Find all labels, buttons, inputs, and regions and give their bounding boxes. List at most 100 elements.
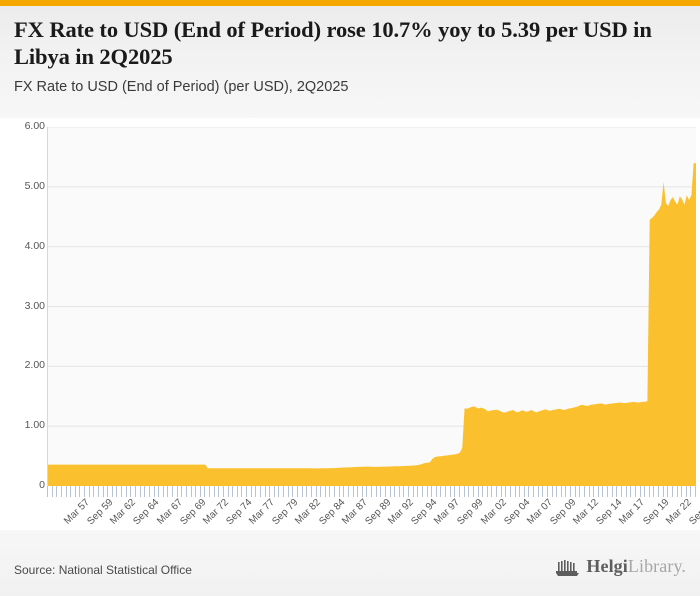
x-axis-tick (408, 486, 409, 497)
x-axis-tick-label: Sep 84 (316, 497, 348, 528)
x-axis-tick (472, 486, 474, 497)
y-axis-tick-label: 6.00 (24, 120, 45, 132)
x-axis-tick (195, 486, 197, 497)
x-axis-tick (232, 486, 234, 497)
x-axis-tick (630, 486, 632, 497)
x-axis-tick (343, 486, 345, 497)
x-axis-tick (296, 486, 298, 497)
x-axis-tick (269, 486, 271, 497)
x-axis-tick (496, 486, 497, 497)
x-axis-ticks (47, 486, 696, 497)
x-axis-tick (222, 486, 224, 497)
x-axis-tick (60, 486, 62, 497)
x-axis-tick (255, 486, 257, 497)
y-axis-tick-label: 2.00 (24, 359, 45, 372)
x-axis-tick (97, 486, 99, 497)
x-axis-tick (676, 486, 678, 497)
x-axis-tick (685, 486, 687, 497)
x-axis-tick (278, 486, 280, 497)
library-building-icon (556, 559, 580, 576)
x-axis-tick (153, 486, 155, 497)
x-axis-tick (546, 486, 548, 497)
x-axis-tick (570, 486, 571, 497)
x-axis-tick (560, 486, 562, 497)
x-axis-tick (690, 486, 692, 497)
y-axis-tick-label: 3.00 (24, 299, 45, 312)
x-axis-tick (421, 486, 423, 497)
x-axis-tick (445, 486, 447, 497)
x-axis-tick (667, 486, 669, 497)
brand-name-light: Library. (627, 556, 686, 576)
x-axis-tick (181, 486, 183, 497)
x-axis-tick (218, 486, 220, 497)
x-axis-tick (556, 486, 558, 497)
x-axis-tick-label: Sep 64 (131, 497, 162, 528)
x-axis-tick (537, 486, 539, 497)
y-axis-tick-label: 0 (39, 479, 45, 491)
x-axis-tick (250, 486, 252, 497)
x-axis-tick (185, 486, 187, 497)
chart-subtitle: FX Rate to USD (End of Period) (per USD)… (14, 79, 349, 95)
x-axis-tick (199, 486, 201, 497)
x-axis-tick (70, 486, 72, 497)
x-axis-tick (329, 486, 331, 497)
x-axis-tick (449, 486, 451, 497)
x-axis-tick (440, 486, 442, 497)
x-axis-tick (116, 486, 118, 497)
page-title: FX Rate to USD (End of Period) rose 10.7… (14, 17, 652, 69)
x-axis-tick (74, 486, 76, 497)
x-axis-tick (602, 486, 604, 497)
source-note: Source: National Statistical Office (14, 563, 192, 577)
x-axis-tick (403, 486, 405, 497)
x-axis-tick (551, 486, 553, 497)
x-axis-tick (648, 486, 650, 497)
x-axis-tick (426, 486, 428, 497)
x-axis-tick (283, 486, 285, 497)
x-axis-tick (458, 486, 460, 497)
x-axis-tick (491, 486, 493, 497)
x-axis-tick (658, 486, 659, 497)
x-axis-tick (384, 486, 386, 497)
chart-header: FX Rate to USD (End of Period) rose 10.7… (0, 6, 700, 118)
x-axis-tick (301, 486, 303, 497)
x-axis-tick (597, 486, 599, 497)
x-axis-tick (435, 486, 437, 497)
x-axis-tick (334, 486, 335, 497)
x-axis-tick (259, 486, 261, 497)
x-axis-tick (338, 486, 340, 497)
x-axis-tick (671, 486, 673, 497)
area-series-svg (48, 127, 696, 486)
x-axis-tick (482, 486, 484, 497)
x-axis-tick (662, 486, 664, 497)
x-axis-tick (79, 486, 81, 497)
x-axis-tick (158, 486, 160, 497)
x-axis-tick (583, 486, 585, 497)
x-axis-tick (315, 486, 317, 497)
x-axis-tick (528, 486, 530, 497)
x-axis-tick (574, 486, 576, 497)
x-axis-tick (241, 486, 243, 497)
x-axis-tick (634, 486, 636, 497)
x-axis-tick (607, 486, 609, 497)
helgi-library-logo[interactable]: HelgiLibrary. (555, 556, 686, 577)
x-axis-tick (144, 486, 146, 497)
x-axis-tick (417, 486, 419, 497)
x-axis-tick (324, 486, 326, 497)
x-axis-tick (431, 486, 433, 497)
x-axis-tick (505, 486, 507, 497)
x-axis-tick (204, 486, 206, 497)
x-axis-tick (292, 486, 294, 497)
x-axis-tick (639, 486, 641, 497)
plot-area (47, 127, 696, 486)
x-axis-tick (514, 486, 516, 497)
x-axis-tick (523, 486, 525, 497)
x-axis-tick (412, 486, 414, 497)
x-axis-tick (102, 486, 104, 497)
area-series-path (48, 162, 696, 486)
x-axis-tick (273, 486, 275, 497)
x-axis-tick-label: Sep 19 (640, 497, 672, 528)
x-axis-tick (246, 486, 247, 497)
x-axis-tick (167, 486, 169, 497)
x-axis-tick (107, 486, 109, 497)
x-axis-tick (500, 486, 502, 497)
